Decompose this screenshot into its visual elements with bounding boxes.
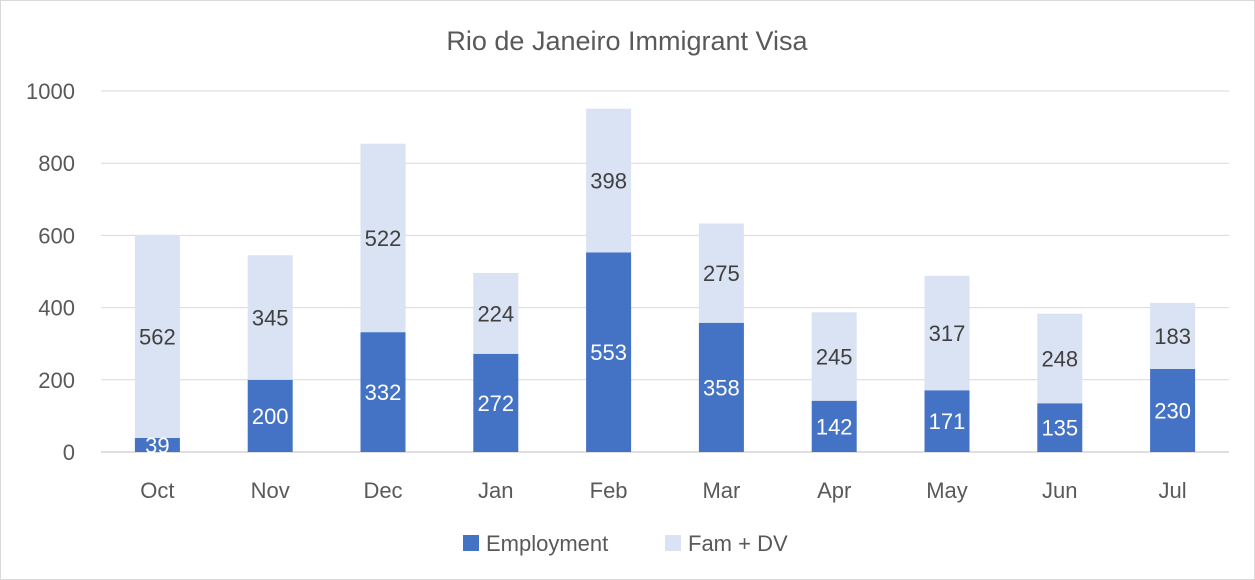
bar-employment [811, 400, 857, 452]
bar-fam-dv [247, 255, 293, 380]
data-label-employment: 358 [703, 375, 740, 400]
x-tick-label: Jun [1042, 478, 1077, 503]
legend: Employment Fam + DV [463, 531, 788, 556]
x-tick-label: Mar [702, 478, 740, 503]
legend-swatch [665, 535, 681, 551]
bar-employment [924, 390, 970, 452]
data-label-employment: 39 [145, 433, 169, 458]
y-tick-label: 600 [38, 223, 75, 248]
data-label-employment: 200 [252, 404, 289, 429]
x-tick-label: Oct [140, 478, 174, 503]
bar-fam-dv [698, 223, 744, 323]
data-label-fam-dv: 562 [139, 324, 176, 349]
data-label-fam-dv: 245 [816, 345, 853, 370]
x-tick-label: Feb [590, 478, 628, 503]
data-label-fam-dv: 522 [365, 226, 402, 251]
x-tick-label: Jul [1159, 478, 1187, 503]
data-label-fam-dv: 317 [929, 321, 966, 346]
y-tick-label: 200 [38, 368, 75, 393]
data-label-employment: 171 [929, 409, 966, 434]
legend-label: Fam + DV [688, 531, 788, 556]
bar-employment [698, 322, 744, 452]
data-label-employment: 142 [816, 414, 853, 439]
legend-label: Employment [486, 531, 608, 556]
bar-employment [1150, 368, 1196, 452]
bar-fam-dv [811, 312, 857, 401]
data-label-fam-dv: 345 [252, 306, 289, 331]
x-axis-ticks: Oct Nov Dec Jan Feb Mar Apr May Jun Jul [140, 478, 1186, 503]
chart-title: Rio de Janeiro Immigrant Visa [446, 26, 808, 56]
data-label-fam-dv: 275 [703, 261, 740, 286]
bar-fam-dv [924, 275, 970, 391]
x-tick-label: Nov [251, 478, 290, 503]
data-label-fam-dv: 183 [1154, 324, 1191, 349]
data-label-employment: 135 [1041, 416, 1078, 441]
y-tick-label: 0 [63, 440, 75, 465]
y-tick-label: 800 [38, 151, 75, 176]
x-tick-label: Apr [817, 478, 851, 503]
bar-employment [247, 379, 293, 452]
bar-employment [360, 332, 406, 452]
y-tick-label: 400 [38, 296, 75, 321]
y-axis-ticks: 0 200 400 600 800 1000 [26, 79, 75, 465]
bar-fam-dv [360, 143, 406, 333]
x-tick-label: Jan [478, 478, 513, 503]
data-label-employment: 553 [590, 340, 627, 365]
bar-fam-dv [1150, 302, 1196, 369]
bar-employment [1037, 403, 1083, 452]
bar-employment [586, 252, 632, 452]
data-label-fam-dv: 398 [590, 169, 627, 194]
bar-employment [473, 353, 519, 452]
x-tick-label: Dec [363, 478, 402, 503]
bar-fam-dv [1037, 313, 1083, 404]
data-label-fam-dv: 224 [477, 301, 514, 326]
x-tick-label: May [926, 478, 968, 503]
bar-fam-dv [473, 272, 519, 354]
legend-swatch [463, 535, 479, 551]
data-label-employment: 332 [365, 380, 402, 405]
y-tick-label: 1000 [26, 79, 75, 104]
data-label-employment: 272 [477, 391, 514, 416]
bar-fam-dv [586, 108, 632, 253]
data-label-employment: 230 [1154, 398, 1191, 423]
bar-fam-dv [134, 235, 180, 438]
bars: 39 562 200 345 332 522 272 224 553 398 358 275 142 24… [134, 108, 1196, 458]
data-label-fam-dv: 248 [1041, 347, 1078, 372]
bar-employment [134, 437, 180, 452]
